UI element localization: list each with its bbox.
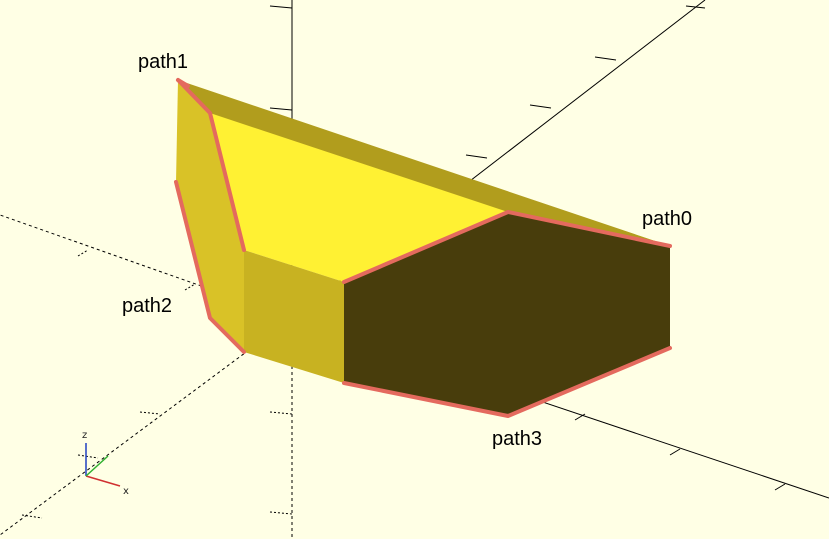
- label-path3: path3: [492, 428, 542, 450]
- axis-indicator-x-label: x: [123, 486, 129, 497]
- label-path1: path1: [138, 51, 188, 73]
- face-right: [344, 212, 670, 416]
- highlighted-paths: [174, 78, 672, 418]
- path0-edge: [342, 210, 672, 284]
- path-labels: path1 path0 path2 path3: [122, 51, 692, 450]
- axis-indicator-z-label: z: [82, 430, 87, 441]
- face-front: [244, 250, 344, 383]
- path3-edge: [342, 346, 672, 418]
- axis-indicator-x: [85, 475, 121, 487]
- solid-model[interactable]: [176, 80, 670, 416]
- x-axis-negative: [0, 214, 293, 319]
- path1-edge: [176, 78, 246, 252]
- axis-indicator: z x: [82, 430, 129, 497]
- face-left: [176, 80, 244, 352]
- label-path2: path2: [122, 295, 172, 317]
- path2-edge: [174, 180, 246, 354]
- path1-edge-top: [176, 78, 190, 88]
- face-top-strip: [178, 80, 670, 246]
- axis-indicator-y: [85, 455, 109, 477]
- y-axis-negative: [0, 317, 293, 536]
- y-axis-ticks: [21, 5, 706, 519]
- label-path0: path0: [642, 208, 692, 230]
